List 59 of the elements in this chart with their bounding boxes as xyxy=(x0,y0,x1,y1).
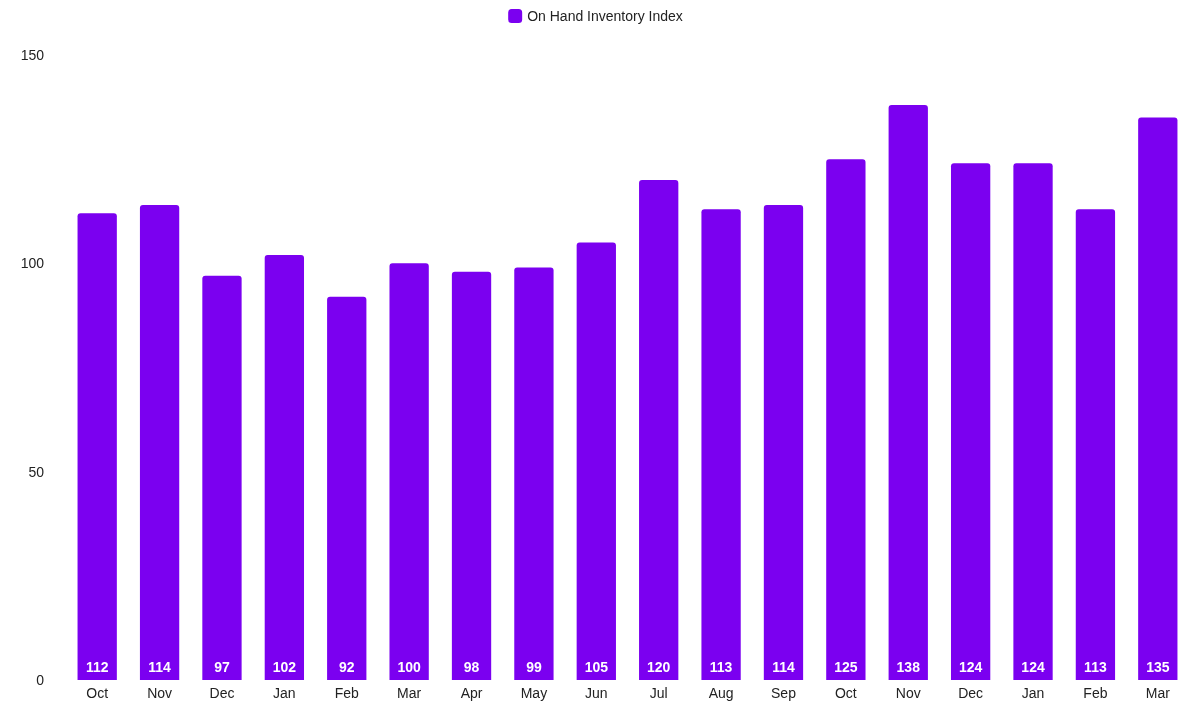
x-tick-label: Dec xyxy=(209,685,235,701)
data-label: 120 xyxy=(647,659,671,675)
y-tick-label: 50 xyxy=(28,463,45,480)
bar xyxy=(1075,209,1116,680)
data-label: 99 xyxy=(526,659,542,675)
data-label: 98 xyxy=(463,659,480,675)
bar xyxy=(139,205,180,680)
data-label: 102 xyxy=(272,659,297,675)
data-label: 105 xyxy=(584,659,609,675)
bar xyxy=(639,180,679,680)
legend-label: On Hand Inventory Index xyxy=(527,8,683,24)
bar xyxy=(451,271,492,680)
bar xyxy=(576,242,616,680)
data-label: 113 xyxy=(709,659,733,675)
bar xyxy=(389,263,429,680)
bar xyxy=(202,275,242,680)
bar xyxy=(514,267,554,680)
x-tick-label: Oct xyxy=(86,685,109,701)
data-label: 100 xyxy=(397,659,422,675)
x-tick-label: Feb xyxy=(334,685,360,701)
x-tick-label: Jan xyxy=(273,685,296,701)
x-tick-label: Jun xyxy=(585,685,608,701)
x-tick-label: May xyxy=(520,685,548,701)
x-tick-label: Feb xyxy=(1083,685,1108,701)
bar xyxy=(1013,163,1053,680)
x-tick-label: Nov xyxy=(147,685,173,701)
data-label: 112 xyxy=(85,659,109,675)
y-tick-label: 0 xyxy=(36,672,45,688)
bar xyxy=(701,209,741,680)
data-label: 114 xyxy=(772,659,795,675)
x-tick-label: Jul xyxy=(649,685,668,701)
data-label: 125 xyxy=(834,659,858,675)
data-label: 114 xyxy=(148,659,172,675)
x-tick-label: Mar xyxy=(1145,685,1171,701)
data-label: 97 xyxy=(214,659,230,675)
bar xyxy=(327,296,367,680)
data-label: 135 xyxy=(1146,659,1170,675)
bar xyxy=(77,213,117,680)
x-tick-label: Nov xyxy=(895,685,921,701)
bar xyxy=(763,205,804,680)
bar xyxy=(950,163,991,680)
x-tick-label: Jan xyxy=(1021,685,1045,701)
x-tick-label: Oct xyxy=(834,685,857,701)
x-tick-label: Dec xyxy=(958,685,984,701)
x-tick-label: Apr xyxy=(460,685,483,701)
data-label: 92 xyxy=(338,659,355,675)
data-label: 113 xyxy=(1084,659,1107,675)
data-label: 124 xyxy=(1021,659,1045,675)
y-tick-label: 100 xyxy=(20,255,45,272)
x-tick-label: Aug xyxy=(708,685,734,701)
data-label: 138 xyxy=(896,659,921,675)
x-tick-label: Sep xyxy=(771,685,797,701)
bar xyxy=(1138,117,1178,680)
y-tick-label: 150 xyxy=(20,47,45,63)
bar xyxy=(888,105,928,680)
x-tick-label: Mar xyxy=(397,685,422,701)
data-label: 124 xyxy=(958,659,983,675)
bar xyxy=(826,159,866,680)
bar xyxy=(264,255,305,680)
